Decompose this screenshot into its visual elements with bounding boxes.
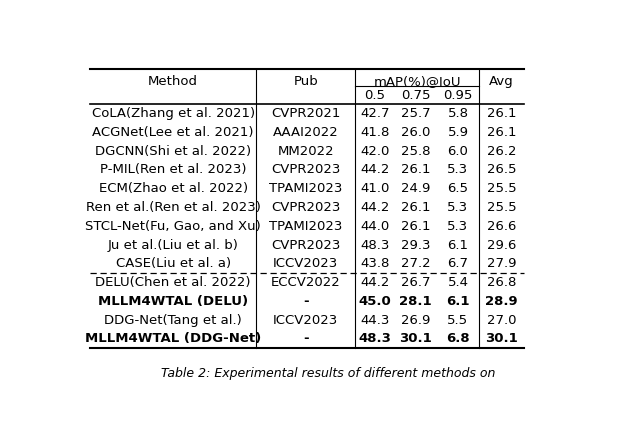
Text: 44.0: 44.0 bbox=[360, 220, 390, 233]
Text: CASE(Liu et al. a): CASE(Liu et al. a) bbox=[116, 257, 231, 270]
Text: 26.7: 26.7 bbox=[401, 276, 431, 289]
Text: 6.5: 6.5 bbox=[447, 182, 468, 195]
Text: 5.3: 5.3 bbox=[447, 220, 468, 233]
Text: 25.5: 25.5 bbox=[487, 182, 516, 195]
Text: MLLM4WTAL (DDG-Net): MLLM4WTAL (DDG-Net) bbox=[85, 332, 261, 346]
Text: 26.1: 26.1 bbox=[401, 220, 431, 233]
Text: 5.9: 5.9 bbox=[447, 126, 468, 139]
Text: 5.3: 5.3 bbox=[447, 201, 468, 214]
Text: DGCNN(Shi et al. 2022): DGCNN(Shi et al. 2022) bbox=[95, 145, 252, 158]
Text: DELU(Chen et al. 2022): DELU(Chen et al. 2022) bbox=[95, 276, 251, 289]
Text: 26.1: 26.1 bbox=[401, 163, 431, 176]
Text: Ju et al.(Liu et al. b): Ju et al.(Liu et al. b) bbox=[108, 238, 239, 252]
Text: 28.9: 28.9 bbox=[485, 295, 518, 308]
Text: 26.8: 26.8 bbox=[487, 276, 516, 289]
Text: 45.0: 45.0 bbox=[359, 295, 392, 308]
Text: 27.2: 27.2 bbox=[401, 257, 431, 270]
Text: ICCV2023: ICCV2023 bbox=[273, 314, 339, 326]
Text: 0.95: 0.95 bbox=[444, 89, 472, 102]
Text: 0.75: 0.75 bbox=[401, 89, 431, 102]
Text: 30.1: 30.1 bbox=[399, 332, 432, 346]
Text: 48.3: 48.3 bbox=[360, 238, 390, 252]
Text: ICCV2023: ICCV2023 bbox=[273, 257, 339, 270]
Text: P-MIL(Ren et al. 2023): P-MIL(Ren et al. 2023) bbox=[100, 163, 246, 176]
Text: 27.0: 27.0 bbox=[487, 314, 516, 326]
Text: TPAMI2023: TPAMI2023 bbox=[269, 220, 342, 233]
Text: mAP(%)@IoU: mAP(%)@IoU bbox=[374, 74, 461, 88]
Text: Ren et al.(Ren et al. 2023): Ren et al.(Ren et al. 2023) bbox=[86, 201, 260, 214]
Text: 43.8: 43.8 bbox=[360, 257, 390, 270]
Text: 42.0: 42.0 bbox=[360, 145, 390, 158]
Text: 6.0: 6.0 bbox=[447, 145, 468, 158]
Text: 44.2: 44.2 bbox=[360, 276, 390, 289]
Text: 30.1: 30.1 bbox=[485, 332, 518, 346]
Text: CVPR2023: CVPR2023 bbox=[271, 201, 340, 214]
Text: 26.0: 26.0 bbox=[401, 126, 431, 139]
Text: TPAMI2023: TPAMI2023 bbox=[269, 182, 342, 195]
Text: 6.8: 6.8 bbox=[446, 332, 470, 346]
Text: 44.3: 44.3 bbox=[360, 314, 390, 326]
Text: CVPR2023: CVPR2023 bbox=[271, 238, 340, 252]
Text: 44.2: 44.2 bbox=[360, 201, 390, 214]
Text: CVPR2021: CVPR2021 bbox=[271, 107, 340, 120]
Text: 29.3: 29.3 bbox=[401, 238, 431, 252]
Text: 0.5: 0.5 bbox=[365, 89, 386, 102]
Text: 25.7: 25.7 bbox=[401, 107, 431, 120]
Text: 26.1: 26.1 bbox=[487, 126, 516, 139]
Text: 26.1: 26.1 bbox=[487, 107, 516, 120]
Text: Avg: Avg bbox=[489, 74, 514, 88]
Text: 6.7: 6.7 bbox=[447, 257, 468, 270]
Text: 48.3: 48.3 bbox=[358, 332, 392, 346]
Text: 29.6: 29.6 bbox=[487, 238, 516, 252]
Text: 26.1: 26.1 bbox=[401, 201, 431, 214]
Text: 5.4: 5.4 bbox=[447, 276, 468, 289]
Text: 26.5: 26.5 bbox=[487, 163, 516, 176]
Text: -: - bbox=[303, 295, 308, 308]
Text: MM2022: MM2022 bbox=[277, 145, 334, 158]
Text: 26.2: 26.2 bbox=[487, 145, 516, 158]
Text: -: - bbox=[303, 332, 308, 346]
Text: 41.8: 41.8 bbox=[360, 126, 390, 139]
Text: 5.8: 5.8 bbox=[447, 107, 468, 120]
Text: 25.5: 25.5 bbox=[487, 201, 516, 214]
Text: Table 2: Experimental results of different methods on: Table 2: Experimental results of differe… bbox=[161, 367, 495, 380]
Text: 42.7: 42.7 bbox=[360, 107, 390, 120]
Text: 44.2: 44.2 bbox=[360, 163, 390, 176]
Text: Method: Method bbox=[148, 74, 198, 88]
Text: DDG-Net(Tang et al.): DDG-Net(Tang et al.) bbox=[104, 314, 242, 326]
Text: 24.9: 24.9 bbox=[401, 182, 431, 195]
Text: CoLA(Zhang et al. 2021): CoLA(Zhang et al. 2021) bbox=[92, 107, 255, 120]
Text: 28.1: 28.1 bbox=[399, 295, 432, 308]
Text: 26.6: 26.6 bbox=[487, 220, 516, 233]
Text: 41.0: 41.0 bbox=[360, 182, 390, 195]
Text: AAAI2022: AAAI2022 bbox=[273, 126, 339, 139]
Text: 6.1: 6.1 bbox=[447, 238, 468, 252]
Text: 27.9: 27.9 bbox=[487, 257, 516, 270]
Text: 6.1: 6.1 bbox=[446, 295, 470, 308]
Text: CVPR2023: CVPR2023 bbox=[271, 163, 340, 176]
Text: 5.5: 5.5 bbox=[447, 314, 468, 326]
Text: Pub: Pub bbox=[293, 74, 318, 88]
Text: STCL-Net(Fu, Gao, and Xu): STCL-Net(Fu, Gao, and Xu) bbox=[85, 220, 261, 233]
Text: ECCV2022: ECCV2022 bbox=[271, 276, 340, 289]
Text: MLLM4WTAL (DELU): MLLM4WTAL (DELU) bbox=[98, 295, 248, 308]
Text: 25.8: 25.8 bbox=[401, 145, 431, 158]
Text: 26.9: 26.9 bbox=[401, 314, 431, 326]
Text: 5.3: 5.3 bbox=[447, 163, 468, 176]
Text: ECM(Zhao et al. 2022): ECM(Zhao et al. 2022) bbox=[99, 182, 248, 195]
Text: ACGNet(Lee et al. 2021): ACGNet(Lee et al. 2021) bbox=[93, 126, 254, 139]
